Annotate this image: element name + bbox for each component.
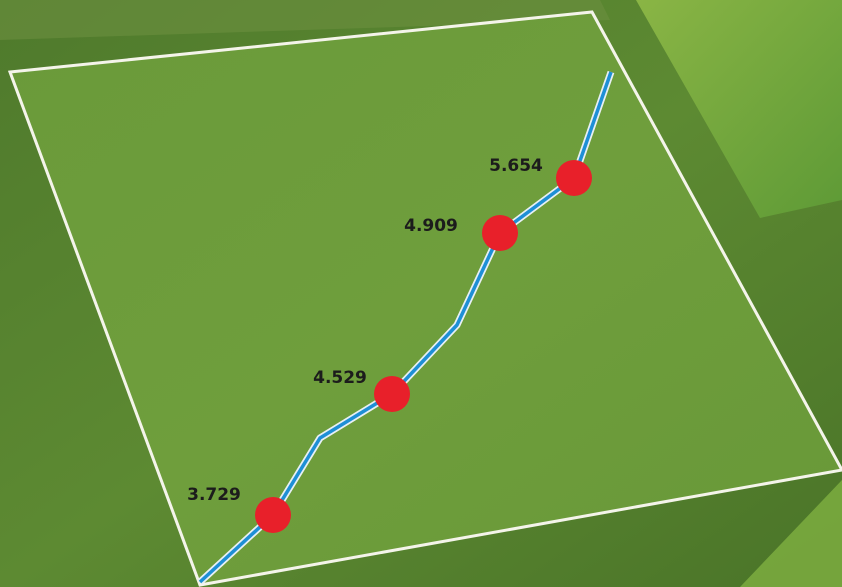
data-point <box>556 160 592 196</box>
data-point <box>374 376 410 412</box>
page: 3.7294.5294.9095.654 (() => { const data… <box>0 0 842 587</box>
data-label: 5.654 <box>489 156 543 176</box>
data-point <box>482 215 518 251</box>
data-label: 4.909 <box>404 216 458 236</box>
data-label: 3.729 <box>187 485 241 505</box>
data-point <box>255 497 291 533</box>
data-label: 4.529 <box>313 368 367 388</box>
chart: 3.729 4.529 4.909 5.654 <box>0 0 842 587</box>
